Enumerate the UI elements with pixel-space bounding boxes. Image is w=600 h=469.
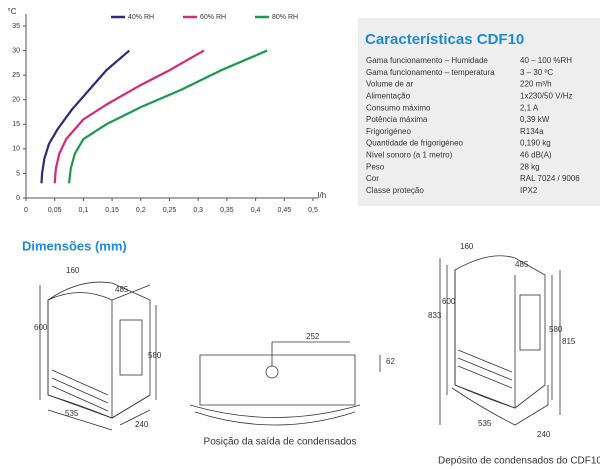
x-tick-label: 0,1 [79, 207, 89, 214]
dimension-label: 535 [65, 409, 79, 418]
dimension-label: 240 [135, 420, 149, 429]
x-tick-label: 0,15 [105, 207, 119, 214]
dimension-label: 485 [515, 260, 529, 269]
y-tick-label: 25 [12, 72, 20, 79]
y-axis-label: °C [8, 7, 17, 16]
specs-title: Características CDF10 [365, 31, 524, 48]
y-tick-label: 10 [12, 146, 20, 153]
dimension-label: 580 [148, 351, 162, 360]
dimension-label: 160 [66, 266, 80, 275]
spec-label: Peso [366, 162, 385, 171]
spec-value: IPX2 [520, 186, 538, 195]
x-tick-label: 0,45 [277, 207, 291, 214]
spec-label: Alimentação [366, 92, 411, 101]
right-unit-drawing [439, 255, 561, 426]
x-tick-label: 0,3 [193, 207, 203, 214]
specs-table: Gama funcionamento – Humidade 40 – 100 %R… [366, 56, 580, 195]
spec-label: Cor [366, 174, 379, 183]
dimension-label: 833 [428, 311, 442, 320]
spec-value: 1x230/50 V/Hz [520, 92, 572, 101]
spec-label: Consumo máximo [366, 103, 431, 112]
spec-value: 0,190 kg [520, 139, 551, 148]
x-tick-label: 0,05 [48, 207, 62, 214]
dimension-label: 535 [478, 419, 492, 428]
spec-value: R134a [520, 127, 544, 136]
y-tick-label: 5 [16, 170, 20, 177]
x-axis-label: l/h [318, 191, 326, 200]
legend-label: 40% RH [128, 14, 154, 21]
spec-label: Gama funcionamento – temperatura [366, 68, 495, 77]
dimension-label: 160 [460, 242, 474, 251]
spec-value: 46 dB(A) [520, 151, 552, 160]
data-line [40, 49, 131, 184]
y-tick-label: 30 [12, 47, 20, 54]
spec-value: 220 m³/h [520, 80, 552, 89]
spec-value: 3 – 30 ºC [520, 68, 553, 77]
spec-label: Frigorigéneo [366, 127, 411, 136]
left-unit-drawing [39, 281, 157, 431]
spec-label: Volume de ar [366, 80, 413, 89]
x-tick-label: 0 [24, 207, 28, 214]
x-tick-label: 0,35 [220, 207, 234, 214]
dimension-label: 252 [306, 332, 320, 341]
caption: Depósito de condensados do CDF10 [438, 456, 600, 467]
legend-label: 80% RH [272, 14, 298, 21]
x-tick-label: 0,25 [163, 207, 177, 214]
data-line [53, 49, 205, 184]
dimension-label: 485 [115, 285, 129, 294]
spec-label: Nível sonoro (a 1 metro) [366, 151, 453, 160]
dimension-label: 580 [549, 325, 563, 334]
y-tick-label: 0 [16, 195, 20, 202]
legend-label: 60% RH [200, 14, 226, 21]
dimension-label: 62 [386, 357, 395, 366]
spec-label: Quantidade de frigorigéneo [366, 139, 464, 148]
dimensions-title: Dimensões (mm) [22, 238, 127, 253]
spec-value: RAL 7024 / 9006 [520, 174, 580, 183]
dimension-label: 815 [562, 337, 576, 346]
dimension-label: 600 [34, 323, 48, 332]
spec-value: 40 – 100 %RH [520, 56, 572, 65]
spec-label: Potência máxima [366, 115, 428, 124]
specs-panel [358, 18, 600, 206]
data-line [67, 49, 268, 184]
x-tick-label: 0,5 [308, 207, 318, 214]
caption: Posição da saída de condensados [204, 437, 357, 448]
chart: °C l/h 0 5 10 15 20 25 30 35 0 0,05 0,1 0,15 0,2 0,25 0,… [8, 7, 327, 214]
middle-drawing [189, 341, 381, 426]
spec-label: Classe proteção [366, 186, 424, 195]
dimension-label: 600 [442, 297, 456, 306]
y-tick-label: 35 [12, 23, 20, 30]
y-tick-label: 15 [12, 121, 20, 128]
y-tick-label: 20 [12, 97, 20, 104]
x-tick-label: 0,4 [251, 207, 261, 214]
spec-value: 28 kg [520, 162, 540, 171]
dimension-label: 240 [537, 430, 551, 439]
spec-label: Gama funcionamento – Humidade [366, 56, 488, 65]
x-tick-label: 0,2 [136, 207, 146, 214]
spec-value: 2,1 A [520, 103, 539, 112]
spec-value: 0,39 kW [520, 115, 550, 124]
